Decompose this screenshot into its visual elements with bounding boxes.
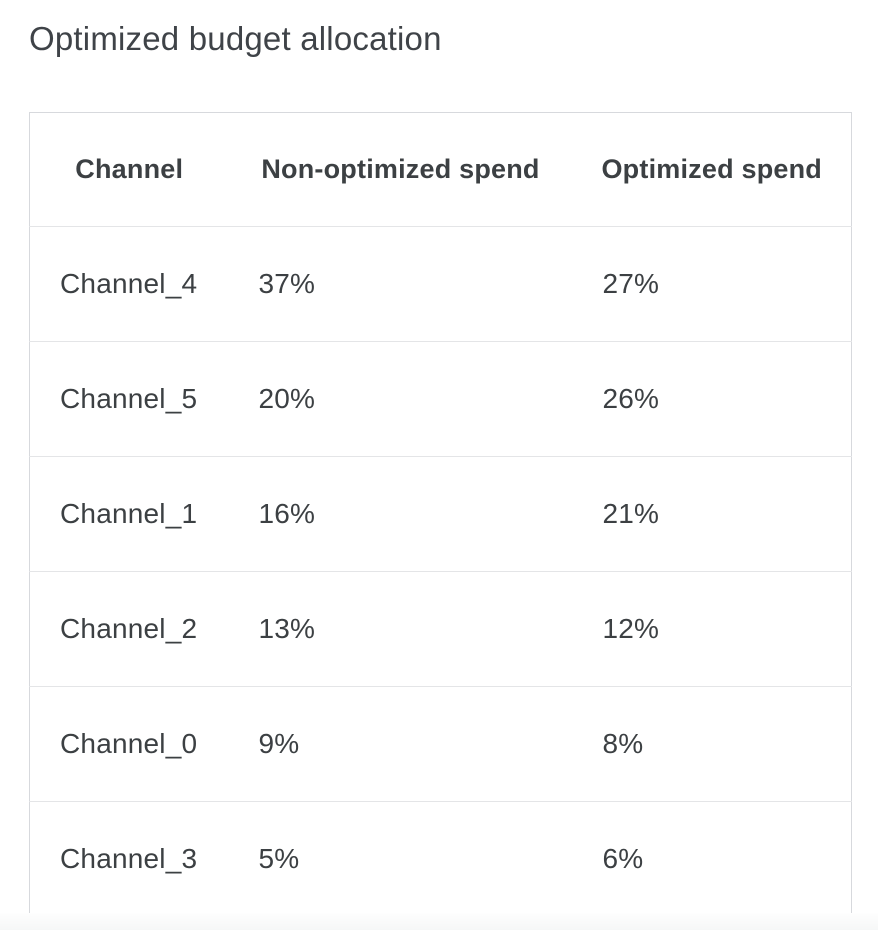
channel-cell: Channel_1: [29, 456, 229, 572]
budget-allocation-table: Channel Non-optimized spend Optimized sp…: [29, 112, 852, 918]
table-row: Channel_4 37% 27%: [29, 226, 852, 342]
table-row: Channel_1 16% 21%: [29, 456, 852, 572]
page-title: Optimized budget allocation: [29, 20, 442, 57]
table-row: Channel_3 5% 6%: [29, 801, 852, 917]
channel-cell: Channel_0: [29, 686, 229, 802]
optimized-spend-cell: 21%: [572, 456, 852, 572]
column-header-channel: Channel: [75, 154, 184, 184]
non-optimized-spend-cell: 37%: [228, 226, 573, 342]
table-header-row: Channel Non-optimized spend Optimized sp…: [30, 113, 852, 227]
optimized-spend-cell: 27%: [572, 226, 852, 342]
optimized-spend-cell: 26%: [572, 341, 852, 457]
non-optimized-spend-cell: 20%: [228, 341, 573, 457]
channel-cell: Channel_4: [29, 226, 229, 342]
optimized-spend-cell: 6%: [572, 801, 852, 917]
non-optimized-spend-cell: 16%: [228, 456, 573, 572]
non-optimized-spend-cell: 5%: [228, 801, 573, 917]
table-row: Channel_0 9% 8%: [29, 686, 852, 802]
table-body: Channel_4 37% 27% Channel_5 20% 26% Chan…: [29, 226, 852, 917]
non-optimized-spend-cell: 9%: [228, 686, 573, 802]
column-header-optimized-spend: Optimized spend: [601, 154, 823, 184]
column-header-non-optimized-spend: Non-optimized spend: [261, 154, 540, 184]
channel-cell: Channel_3: [29, 801, 229, 917]
optimized-spend-cell: 8%: [572, 686, 852, 802]
channel-cell: Channel_5: [29, 341, 229, 457]
table-row: Channel_5 20% 26%: [29, 341, 852, 457]
page-bottom-shadow: [0, 913, 878, 930]
non-optimized-spend-cell: 13%: [228, 571, 573, 687]
channel-cell: Channel_2: [29, 571, 229, 687]
optimized-spend-cell: 12%: [572, 571, 852, 687]
table-row: Channel_2 13% 12%: [29, 571, 852, 687]
